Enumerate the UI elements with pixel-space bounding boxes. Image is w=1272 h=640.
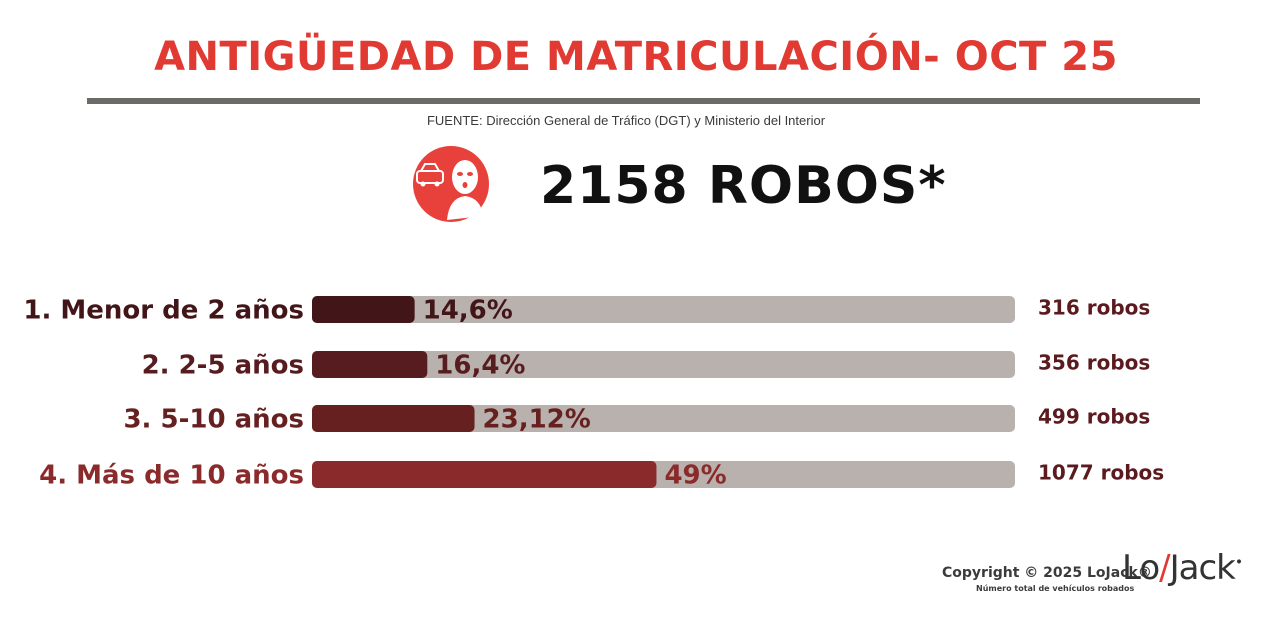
bar-track <box>312 405 1015 432</box>
lojack-logo: Lo/Jack• <box>1122 548 1243 588</box>
car-thief-icon <box>413 146 489 222</box>
count-label: 356 robos <box>1038 351 1150 375</box>
value-label: 49% <box>664 461 726 491</box>
category-label: 1. Menor de 2 años <box>23 296 304 326</box>
count-label: 316 robos <box>1038 296 1150 320</box>
category-label: 2. 2-5 años <box>142 351 304 381</box>
age-bar-chart: 1. Menor de 2 años 14,6% 316 robos 2. 2-5 a… <box>23 296 1164 491</box>
count-label: 499 robos <box>1038 405 1150 429</box>
footnote-text: Número total de vehículos robados <box>976 584 1135 593</box>
category-label: 3. 5-10 años <box>123 405 304 435</box>
category-label: 4. Más de 10 años <box>39 461 304 491</box>
total-thefts: 2158 ROBOS* <box>540 156 947 216</box>
title-divider <box>87 98 1200 104</box>
bar <box>312 296 415 323</box>
value-label: 14,6% <box>423 296 513 326</box>
bar <box>312 351 428 378</box>
value-label: 23,12% <box>483 405 591 435</box>
bar <box>312 405 475 432</box>
page-title: ANTIGÜEDAD DE MATRICULACIÓN- OCT 25 <box>154 34 1118 80</box>
copyright-text: Copyright © 2025 LoJack® <box>942 565 1152 581</box>
source-note: FUENTE: Dirección General de Tráfico (DG… <box>426 113 826 128</box>
count-label: 1077 robos <box>1038 461 1164 485</box>
value-label: 16,4% <box>435 351 525 381</box>
bar-track <box>312 296 1015 323</box>
bar <box>312 461 657 488</box>
bar-track <box>312 351 1015 378</box>
